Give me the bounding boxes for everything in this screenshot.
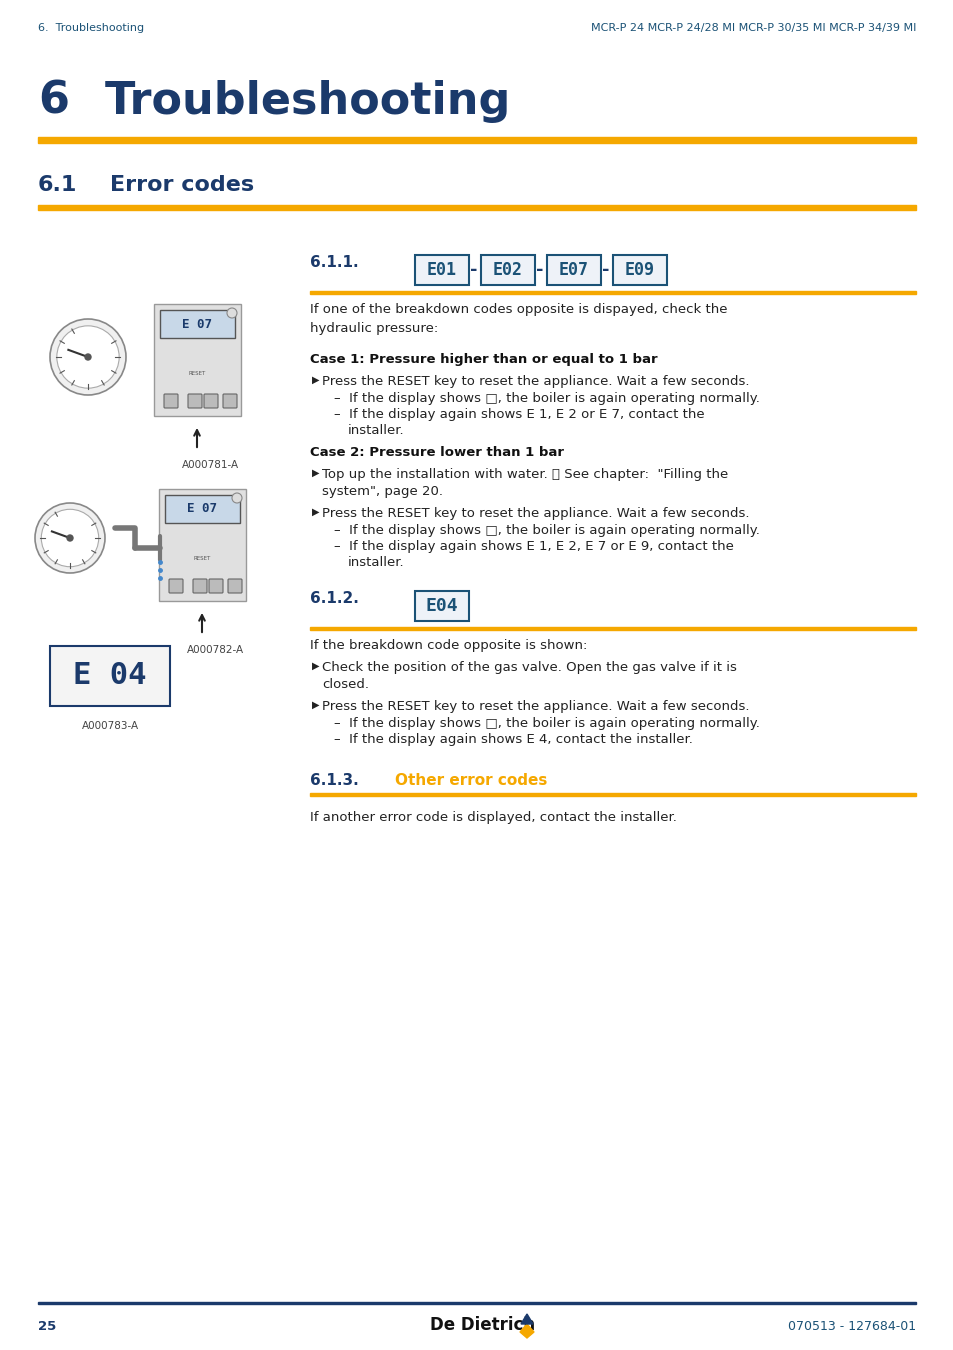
Text: RESET: RESET (189, 371, 206, 375)
Text: Press the RESET key to reset the appliance. Wait a few seconds.: Press the RESET key to reset the applian… (322, 508, 749, 520)
Text: Error codes: Error codes (110, 176, 253, 194)
Text: 6.1.1.: 6.1.1. (310, 255, 358, 270)
FancyBboxPatch shape (228, 579, 242, 593)
Text: 6.1.3.: 6.1.3. (310, 774, 358, 788)
FancyBboxPatch shape (193, 579, 207, 593)
Text: If the breakdown code opposite is shown:: If the breakdown code opposite is shown: (310, 639, 587, 652)
Circle shape (85, 354, 91, 360)
Text: Case 2: Pressure lower than 1 bar: Case 2: Pressure lower than 1 bar (310, 446, 563, 459)
Text: –  If the display again shows E 4, contact the installer.: – If the display again shows E 4, contac… (334, 733, 692, 747)
Text: 6.  Troubleshooting: 6. Troubleshooting (38, 23, 144, 32)
Text: E01: E01 (427, 261, 456, 279)
Polygon shape (519, 1324, 534, 1338)
Text: MCR-P 24 MCR-P 24/28 MI MCR-P 30/35 MI MCR-P 34/39 MI: MCR-P 24 MCR-P 24/28 MI MCR-P 30/35 MI M… (590, 23, 915, 32)
Text: Press the RESET key to reset the appliance. Wait a few seconds.: Press the RESET key to reset the applian… (322, 375, 749, 387)
Text: A000783-A: A000783-A (81, 721, 138, 730)
Text: Press the RESET key to reset the appliance. Wait a few seconds.: Press the RESET key to reset the applian… (322, 701, 749, 713)
FancyBboxPatch shape (204, 394, 218, 408)
Bar (38, 1301, 915, 1304)
Text: E09: E09 (624, 261, 655, 279)
Circle shape (35, 504, 105, 572)
Bar (38, 205, 915, 211)
Text: Top up the installation with water. 📷 See chapter:  "Filling the: Top up the installation with water. 📷 Se… (322, 468, 727, 481)
FancyBboxPatch shape (480, 255, 535, 285)
Circle shape (41, 509, 98, 567)
Circle shape (67, 535, 73, 541)
Circle shape (57, 325, 119, 389)
Text: Troubleshooting: Troubleshooting (105, 80, 511, 123)
Text: ▶: ▶ (312, 508, 319, 517)
FancyBboxPatch shape (153, 304, 241, 416)
Text: –  If the display shows □, the boiler is again operating normally.: – If the display shows □, the boiler is … (334, 524, 760, 537)
Text: ▶: ▶ (312, 468, 319, 478)
Text: If one of the breakdown codes opposite is dispayed, check the
hydraulic pressure: If one of the breakdown codes opposite i… (310, 302, 727, 335)
Text: –  If the display again shows E 1, E 2 or E 7, contact the: – If the display again shows E 1, E 2 or… (334, 408, 704, 421)
Text: –  If the display again shows E 1, E 2, E 7 or E 9, contact the: – If the display again shows E 1, E 2, E… (334, 540, 733, 553)
Text: –  If the display shows □, the boiler is again operating normally.: – If the display shows □, the boiler is … (334, 392, 760, 405)
FancyBboxPatch shape (613, 255, 666, 285)
Text: ▶: ▶ (312, 662, 319, 671)
Text: A000781-A: A000781-A (181, 460, 238, 470)
Text: If another error code is displayed, contact the installer.: If another error code is displayed, cont… (310, 811, 677, 824)
FancyBboxPatch shape (50, 647, 170, 706)
FancyBboxPatch shape (223, 394, 236, 408)
FancyBboxPatch shape (415, 255, 469, 285)
Text: E02: E02 (493, 261, 522, 279)
FancyBboxPatch shape (209, 579, 223, 593)
Text: ▶: ▶ (312, 375, 319, 385)
Circle shape (50, 319, 126, 396)
Circle shape (227, 308, 236, 319)
FancyBboxPatch shape (160, 310, 234, 338)
Circle shape (232, 493, 242, 504)
Text: E 07: E 07 (182, 317, 213, 331)
FancyBboxPatch shape (159, 489, 246, 601)
Text: closed.: closed. (322, 678, 369, 691)
Text: RESET: RESET (193, 556, 211, 560)
Text: De Dietrich: De Dietrich (430, 1316, 535, 1334)
Text: -: - (470, 261, 477, 279)
Text: ▶: ▶ (312, 701, 319, 710)
Bar (310, 626, 915, 630)
Text: 070513 - 127684-01: 070513 - 127684-01 (787, 1320, 915, 1332)
FancyBboxPatch shape (415, 591, 469, 621)
Bar (38, 136, 915, 143)
Text: A000782-A: A000782-A (186, 645, 243, 655)
FancyBboxPatch shape (546, 255, 600, 285)
Text: system", page 20.: system", page 20. (322, 485, 442, 498)
FancyBboxPatch shape (165, 495, 240, 522)
Text: 25: 25 (38, 1320, 56, 1332)
Text: E07: E07 (558, 261, 588, 279)
Text: Check the position of the gas valve. Open the gas valve if it is: Check the position of the gas valve. Ope… (322, 662, 736, 674)
Text: E 04: E 04 (73, 662, 147, 690)
Polygon shape (520, 1314, 533, 1324)
Text: 6.1: 6.1 (38, 176, 77, 194)
Text: -: - (601, 261, 609, 279)
Bar (310, 292, 915, 294)
Text: -: - (536, 261, 543, 279)
FancyBboxPatch shape (188, 394, 202, 408)
FancyBboxPatch shape (164, 394, 178, 408)
Text: Case 1: Pressure higher than or equal to 1 bar: Case 1: Pressure higher than or equal to… (310, 352, 657, 366)
Text: 6: 6 (38, 80, 69, 123)
Text: E04: E04 (425, 597, 457, 616)
Text: Other error codes: Other error codes (395, 774, 547, 788)
Text: –  If the display shows □, the boiler is again operating normally.: – If the display shows □, the boiler is … (334, 717, 760, 730)
Text: E 07: E 07 (188, 502, 217, 516)
Text: installer.: installer. (348, 556, 404, 568)
Bar (310, 792, 915, 796)
FancyBboxPatch shape (169, 579, 183, 593)
Text: installer.: installer. (348, 424, 404, 437)
Text: 6.1.2.: 6.1.2. (310, 591, 358, 606)
